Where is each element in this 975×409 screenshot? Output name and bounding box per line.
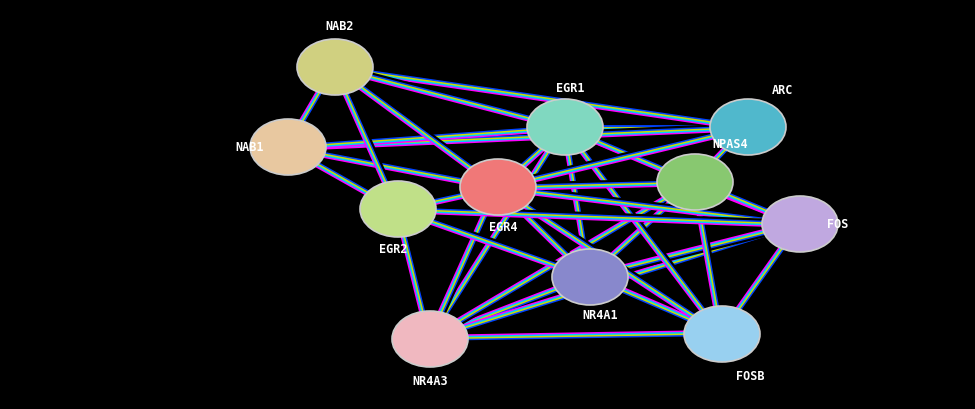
Text: EGR2: EGR2 [378, 243, 408, 256]
Text: FOSB: FOSB [736, 370, 764, 382]
Ellipse shape [657, 155, 733, 211]
Text: EGR1: EGR1 [556, 81, 584, 94]
Ellipse shape [552, 249, 628, 305]
Ellipse shape [710, 100, 786, 155]
Ellipse shape [250, 120, 326, 175]
Text: EGR4: EGR4 [488, 221, 518, 234]
Ellipse shape [527, 100, 603, 155]
Text: NR4A1: NR4A1 [582, 309, 618, 322]
Text: FOS: FOS [828, 218, 848, 231]
Text: NR4A3: NR4A3 [412, 375, 448, 388]
Ellipse shape [762, 196, 838, 252]
Ellipse shape [460, 160, 536, 216]
Text: NAB2: NAB2 [326, 20, 354, 32]
Text: NAB1: NAB1 [236, 141, 264, 154]
Text: ARC: ARC [772, 83, 794, 96]
Text: NPAS4: NPAS4 [712, 138, 748, 151]
Ellipse shape [684, 306, 760, 362]
Ellipse shape [297, 40, 373, 96]
Ellipse shape [392, 311, 468, 367]
Ellipse shape [360, 182, 436, 237]
